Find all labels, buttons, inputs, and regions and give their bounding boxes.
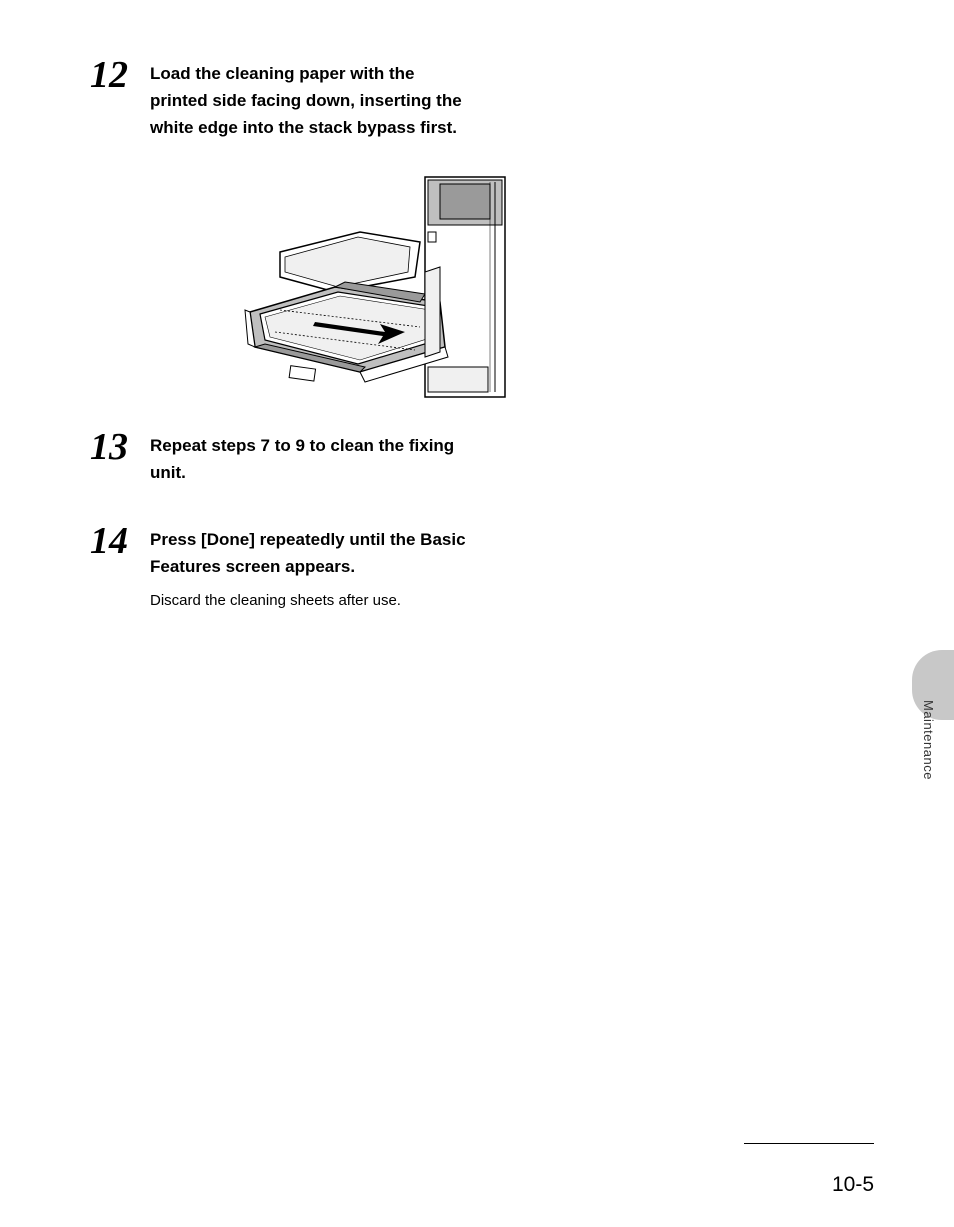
step-row: 12 Load the cleaning paper with the prin…	[90, 60, 864, 152]
footer-divider	[744, 1143, 874, 1144]
step-note: Discard the cleaning sheets after use.	[150, 590, 470, 613]
step-row: 14 Press [Done] repeatedly until the Bas…	[90, 526, 864, 613]
step-number: 14	[90, 522, 150, 560]
step-body: Repeat steps 7 to 9 to clean the fixing …	[150, 432, 470, 496]
step-14: 14 Press [Done] repeatedly until the Bas…	[90, 526, 864, 613]
step-title: Press [Done] repeatedly until the Basic …	[150, 526, 470, 580]
step-13: 13 Repeat steps 7 to 9 to clean the fixi…	[90, 432, 864, 496]
step-12: 12 Load the cleaning paper with the prin…	[90, 60, 864, 402]
step-body: Load the cleaning paper with the printed…	[150, 60, 470, 152]
step-title: Repeat steps 7 to 9 to clean the fixing …	[150, 432, 470, 486]
page-number: 10-5	[832, 1173, 874, 1197]
step-number: 12	[90, 56, 150, 94]
page-footer: 10-5	[832, 1173, 874, 1197]
bypass-tray-illustration	[240, 172, 510, 402]
step-row: 13 Repeat steps 7 to 9 to clean the fixi…	[90, 432, 864, 496]
step-title: Load the cleaning paper with the printed…	[150, 60, 470, 142]
chapter-label: Maintenance	[921, 700, 936, 780]
page-content: 12 Load the cleaning paper with the prin…	[0, 0, 954, 613]
step-body: Press [Done] repeatedly until the Basic …	[150, 526, 470, 613]
step-number: 13	[90, 428, 150, 466]
